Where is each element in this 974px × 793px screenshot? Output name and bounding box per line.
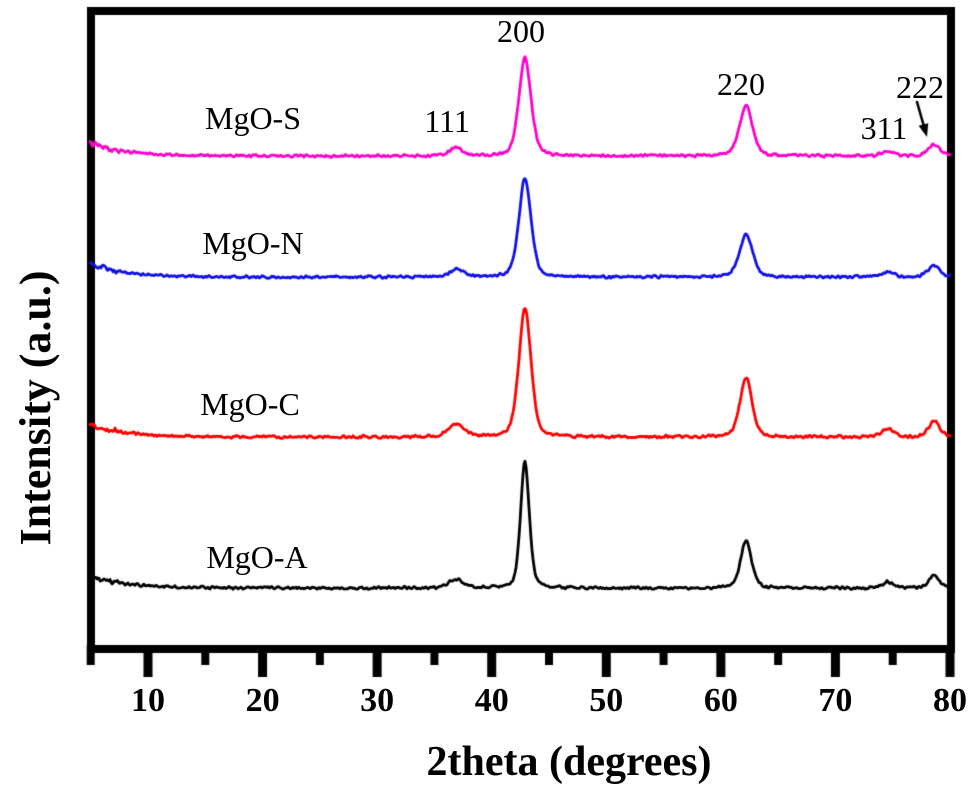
x-tick-label-70: 70 bbox=[818, 682, 853, 719]
x-tick-label-80: 80 bbox=[933, 682, 967, 719]
series-label-mgo-n: MgO-N bbox=[202, 225, 304, 261]
series-label-mgo-a: MgO-A bbox=[206, 539, 308, 575]
peak-label-222: 222 bbox=[896, 69, 944, 105]
x-tick-label-30: 30 bbox=[360, 682, 395, 719]
peak-label-220: 220 bbox=[717, 66, 765, 102]
peak-label-111: 111 bbox=[424, 103, 470, 139]
series-label-mgo-s: MgO-S bbox=[204, 100, 302, 136]
x-tick-label-50: 50 bbox=[589, 682, 624, 719]
y-axis-title: Intensity (a.u.) bbox=[11, 270, 60, 546]
x-tick-label-10: 10 bbox=[131, 682, 165, 719]
series-label-mgo-c: MgO-C bbox=[200, 386, 300, 422]
peak-label-311: 311 bbox=[860, 110, 908, 146]
x-axis-title: 2theta (degrees) bbox=[426, 739, 712, 785]
x-tick-label-20: 20 bbox=[245, 682, 280, 719]
x-tick-label-40: 40 bbox=[474, 682, 509, 719]
x-tick-label-60: 60 bbox=[703, 682, 738, 719]
peak-label-200: 200 bbox=[497, 13, 545, 49]
